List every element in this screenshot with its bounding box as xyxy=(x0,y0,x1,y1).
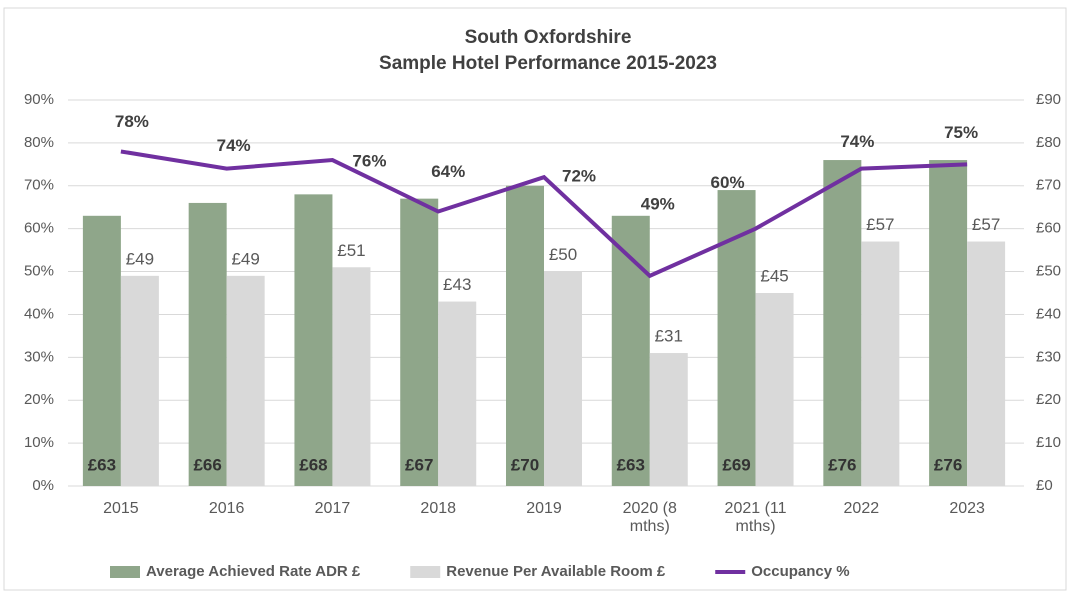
bar xyxy=(294,194,333,486)
y2-tick-label: £60 xyxy=(1036,220,1061,237)
bar xyxy=(861,241,900,486)
y-tick-label: 60% xyxy=(24,220,54,237)
bar xyxy=(120,275,159,486)
y2-tick-label: £10 xyxy=(1036,434,1061,451)
y-tick-label: 0% xyxy=(32,477,54,494)
bar xyxy=(400,198,439,486)
bar xyxy=(755,293,794,486)
line-label: 75% xyxy=(944,123,978,142)
legend-label: Average Achieved Rate ADR £ xyxy=(146,563,361,580)
y2-tick-label: £40 xyxy=(1036,305,1061,322)
legend-swatch xyxy=(110,566,140,578)
x-tick-label: 2020 (8 mths) xyxy=(622,500,677,535)
bar xyxy=(544,271,582,486)
bar-label: £43 xyxy=(443,275,471,294)
bar xyxy=(929,160,968,487)
bar-label: £63 xyxy=(617,455,645,474)
line-label: 76% xyxy=(352,152,386,171)
bar xyxy=(967,241,1006,486)
bar-label: £49 xyxy=(126,249,154,268)
y-tick-label: 30% xyxy=(24,348,54,365)
y-tick-label: 10% xyxy=(24,434,54,451)
y2-tick-label: £80 xyxy=(1036,134,1061,151)
line-label: 60% xyxy=(711,173,745,192)
bar xyxy=(506,185,544,486)
bar-label: £57 xyxy=(972,215,1000,234)
x-tick-label: 2021 (11 mths) xyxy=(724,500,787,535)
y-tick-label: 50% xyxy=(24,263,54,280)
y-tick-label: 90% xyxy=(24,91,54,108)
bar xyxy=(649,353,688,486)
bar-label: £68 xyxy=(299,455,327,474)
bar-label: £69 xyxy=(722,455,750,474)
bar-label: £49 xyxy=(231,249,259,268)
y2-tick-label: £0 xyxy=(1036,477,1053,494)
y2-tick-label: £70 xyxy=(1036,177,1061,194)
x-tick-label: 2023 xyxy=(949,500,985,517)
bar-label: £63 xyxy=(88,455,116,474)
line-label: 78% xyxy=(115,112,149,131)
bar-label: £76 xyxy=(934,455,962,474)
bar-label: £31 xyxy=(655,327,683,346)
y-tick-label: 70% xyxy=(24,177,54,194)
y-tick-label: 40% xyxy=(24,305,54,322)
bar xyxy=(717,190,756,487)
y2-tick-label: £30 xyxy=(1036,348,1061,365)
y2-tick-label: £20 xyxy=(1036,391,1061,408)
legend-label: Occupancy % xyxy=(751,563,849,580)
bar xyxy=(438,301,477,486)
bar xyxy=(188,202,227,486)
line-label: 74% xyxy=(840,132,874,151)
line-label: 64% xyxy=(431,162,465,181)
bar-label: £70 xyxy=(511,455,539,474)
bar xyxy=(82,215,121,487)
y2-tick-label: £90 xyxy=(1036,91,1061,108)
x-tick-label: 2017 xyxy=(314,500,351,517)
bar xyxy=(823,160,862,487)
bar-label: £51 xyxy=(337,241,365,260)
bar-label: £50 xyxy=(549,245,577,264)
x-tick-label: 2018 xyxy=(420,500,457,517)
x-tick-label: 2016 xyxy=(208,500,245,517)
bar-label: £66 xyxy=(193,455,221,474)
x-tick-label: 2015 xyxy=(103,500,139,517)
chart-title: South Oxfordshire xyxy=(465,27,632,48)
x-tick-label: 2022 xyxy=(843,500,880,517)
bar-label: £67 xyxy=(405,455,433,474)
x-tick-label: 2019 xyxy=(526,500,562,517)
legend-label: Revenue Per Available Room £ xyxy=(446,563,666,580)
bar-label: £76 xyxy=(828,455,856,474)
bar-label: £57 xyxy=(866,215,894,234)
bar xyxy=(332,267,371,486)
y-tick-label: 20% xyxy=(24,391,54,408)
line-label: 72% xyxy=(562,167,596,186)
bar-label: £45 xyxy=(760,266,788,285)
line-label: 49% xyxy=(641,194,675,213)
y2-tick-label: £50 xyxy=(1036,263,1061,280)
chart-subtitle: Sample Hotel Performance 2015-2023 xyxy=(379,53,717,74)
bar xyxy=(226,275,265,486)
line-label: 74% xyxy=(217,136,251,155)
y-tick-label: 80% xyxy=(24,134,54,151)
line xyxy=(120,149,968,279)
legend-swatch xyxy=(410,566,441,578)
